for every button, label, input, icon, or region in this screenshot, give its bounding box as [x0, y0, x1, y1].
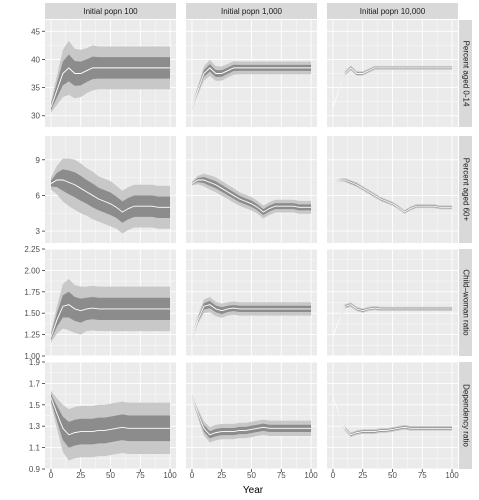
y-tick-label: 1.9 [29, 358, 41, 367]
row-strip-label: Dependency ratio [461, 384, 470, 447]
x-tick-label: 50 [388, 471, 397, 480]
y-tick-label: 1.1 [29, 444, 41, 453]
inner-band [50, 169, 171, 223]
outer-band [332, 396, 453, 438]
median-line [50, 397, 171, 436]
x-tick-label: 75 [418, 471, 427, 480]
median-line [191, 304, 312, 338]
facet-panel [45, 248, 176, 357]
x-tick-label: 100 [304, 471, 318, 480]
column-strip [45, 3, 176, 19]
x-tick-label: 25 [217, 471, 226, 480]
y-tick-label: 1.7 [29, 379, 41, 388]
median-line [50, 179, 171, 213]
x-tick-label: 0 [190, 471, 195, 480]
y-tick-label: 1.25 [24, 331, 40, 340]
y-tick-label: 35 [31, 84, 40, 93]
median-line [191, 67, 312, 108]
y-tick-label: 6 [36, 191, 41, 200]
median-line [332, 397, 453, 436]
row-strip [459, 249, 472, 356]
facet-panel [327, 136, 458, 243]
column-strip-label: Initial popn 1,000 [221, 7, 282, 16]
facet-panel [327, 248, 458, 357]
x-tick-label: 75 [277, 471, 286, 480]
row-strip [459, 20, 472, 127]
facet-panel [45, 136, 176, 243]
row-strip [459, 136, 472, 243]
x-tick-label: 100 [163, 471, 177, 480]
row-strip [459, 362, 472, 469]
x-tick-label: 25 [358, 471, 367, 480]
facet-panel [327, 361, 458, 470]
x-tick-label: 100 [445, 471, 459, 480]
y-tick-label: 1.00 [24, 352, 40, 361]
median-line [50, 304, 171, 338]
column-strip [327, 3, 458, 19]
facet-panel [186, 248, 317, 357]
median-line [191, 179, 312, 213]
x-tick-label: 0 [49, 471, 54, 480]
facet-panel [186, 136, 317, 243]
inner-band [50, 291, 171, 340]
facet-panel [45, 20, 176, 127]
y-tick-label: 1.75 [24, 288, 40, 297]
facet-panel [186, 361, 317, 470]
y-tick-label: 45 [31, 27, 40, 36]
facet-panel [45, 361, 176, 470]
row-strip-label: Percent aged 60+ [461, 158, 470, 222]
median-line [191, 397, 312, 436]
x-tick-label: 25 [76, 471, 85, 480]
column-strip-label: Initial popn 10,000 [360, 7, 426, 16]
y-tick-label: 30 [31, 112, 40, 121]
x-tick-label: 50 [247, 471, 256, 480]
y-tick-label: 0.9 [29, 465, 41, 474]
x-tick-label: 0 [331, 471, 336, 480]
median-line [50, 67, 171, 108]
y-tick-label: 1.5 [29, 401, 41, 410]
facet-panel [186, 20, 317, 127]
y-tick-label: 1.50 [24, 309, 40, 318]
x-tick-label: 75 [136, 471, 145, 480]
median-line [332, 67, 453, 108]
row-strip-label: Child–woman ratio [461, 269, 470, 336]
median-line [332, 179, 453, 213]
inner-band [332, 179, 453, 214]
inner-band [50, 394, 171, 448]
inner-band [191, 396, 312, 439]
y-tick-label: 9 [36, 156, 41, 165]
column-strip-label: Initial popn 100 [83, 7, 138, 16]
y-tick-label: 3 [36, 227, 41, 236]
facet-panel [327, 20, 458, 127]
row-strip-label: Percent aged 0-14 [461, 41, 470, 107]
y-tick-label: 2.25 [24, 245, 40, 254]
inner-band [191, 64, 312, 109]
outer-band [332, 178, 453, 215]
column-strip [186, 3, 317, 19]
x-tick-label: 50 [106, 471, 115, 480]
median-line [332, 304, 453, 338]
x-axis-title: Year [243, 485, 264, 496]
inner-band [191, 176, 312, 216]
y-tick-label: 40 [31, 55, 40, 64]
y-tick-label: 1.3 [29, 422, 41, 431]
outer-band [332, 65, 453, 108]
y-tick-label: 2.00 [24, 266, 40, 275]
